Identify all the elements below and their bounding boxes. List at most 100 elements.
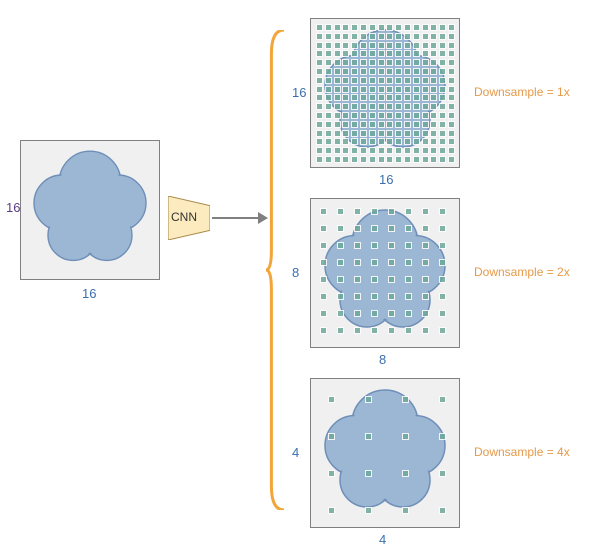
grid-cell	[388, 225, 395, 232]
grid-cell	[430, 156, 437, 163]
grid-cell	[342, 156, 349, 163]
grid-cell	[351, 50, 358, 57]
grid-cell	[378, 121, 385, 128]
grid-cell	[369, 42, 376, 49]
grid-cell	[386, 138, 393, 145]
grid-cell	[369, 24, 376, 31]
grid-cell	[413, 112, 420, 119]
grid-cell	[369, 33, 376, 40]
grid-cell	[351, 33, 358, 40]
grid-cell	[325, 59, 332, 66]
grid-cell	[378, 130, 385, 137]
grid-cell	[405, 327, 412, 334]
grid-cell	[342, 130, 349, 137]
output-width-label: 8	[379, 352, 386, 367]
grid-cell	[395, 121, 402, 128]
grid-cell	[439, 94, 446, 101]
grid-cell	[342, 121, 349, 128]
grid-cell	[378, 68, 385, 75]
grid-cell	[351, 24, 358, 31]
grid-cell	[320, 310, 327, 317]
grid-cell	[334, 147, 341, 154]
feature-grid	[310, 198, 460, 348]
feature-box	[20, 140, 160, 280]
grid-cell	[325, 24, 332, 31]
grid-cell	[395, 42, 402, 49]
grid-cell	[422, 259, 429, 266]
grid-cell	[325, 130, 332, 137]
grid-cell	[439, 50, 446, 57]
grid-cell	[448, 103, 455, 110]
grid-cell	[325, 138, 332, 145]
grid-cell	[404, 33, 411, 40]
grid-cell	[342, 42, 349, 49]
grid-cell	[378, 103, 385, 110]
grid-cell	[334, 112, 341, 119]
grid-cell	[405, 242, 412, 249]
grid-cell	[386, 77, 393, 84]
grid-cell	[378, 50, 385, 57]
grid-cell	[342, 50, 349, 57]
grid-cell	[395, 94, 402, 101]
grid-cell	[316, 112, 323, 119]
grid-cell	[422, 208, 429, 215]
grid-cell	[404, 103, 411, 110]
grid-cell	[388, 276, 395, 283]
grid-cell	[316, 68, 323, 75]
grid-cell	[334, 24, 341, 31]
grid-cell	[337, 293, 344, 300]
grid-cell	[422, 242, 429, 249]
grid-cell	[405, 293, 412, 300]
grid-cell	[430, 94, 437, 101]
grid-cell	[422, 130, 429, 137]
grid-cell	[369, 68, 376, 75]
grid-cell	[386, 121, 393, 128]
grid-cell	[430, 147, 437, 154]
grid-cell	[439, 242, 446, 249]
grid-cell	[351, 147, 358, 154]
grid-cell	[386, 33, 393, 40]
grid-cell	[402, 396, 409, 403]
grid-cell	[448, 24, 455, 31]
grid-cell	[325, 68, 332, 75]
grid-cell	[422, 121, 429, 128]
grid-cell	[439, 327, 446, 334]
grid-cell	[448, 112, 455, 119]
grid-cell	[342, 24, 349, 31]
grid-cell	[388, 259, 395, 266]
grid-cell	[334, 130, 341, 137]
grid-cell	[439, 138, 446, 145]
grid-cell	[422, 293, 429, 300]
grid-cell	[378, 86, 385, 93]
grid-cell	[448, 147, 455, 154]
grid-cell	[369, 121, 376, 128]
grid-cell	[371, 208, 378, 215]
grid-cell	[354, 310, 361, 317]
grid-cell	[448, 68, 455, 75]
grid-cell	[395, 103, 402, 110]
grid-cell	[371, 242, 378, 249]
grid-cell	[422, 50, 429, 57]
grid-cell	[365, 396, 372, 403]
grid-cell	[448, 86, 455, 93]
grid-cell	[334, 103, 341, 110]
grid-cell	[430, 59, 437, 66]
grid-cell	[422, 33, 429, 40]
grid-cell	[386, 112, 393, 119]
grid-cell	[378, 77, 385, 84]
grid-cell	[404, 86, 411, 93]
grid-cell	[404, 77, 411, 84]
downsample-caption: Downsample = 1x	[474, 85, 570, 99]
grid-cell	[371, 225, 378, 232]
grid-cell	[360, 24, 367, 31]
grid-cell	[388, 327, 395, 334]
grid-cell	[448, 33, 455, 40]
grid-cell	[337, 276, 344, 283]
grid-cell	[448, 42, 455, 49]
grid-cell	[430, 33, 437, 40]
grid-cell	[395, 33, 402, 40]
grid-cell	[439, 259, 446, 266]
grid-cell	[334, 50, 341, 57]
grid-cell	[365, 433, 372, 440]
grid-cell	[351, 103, 358, 110]
